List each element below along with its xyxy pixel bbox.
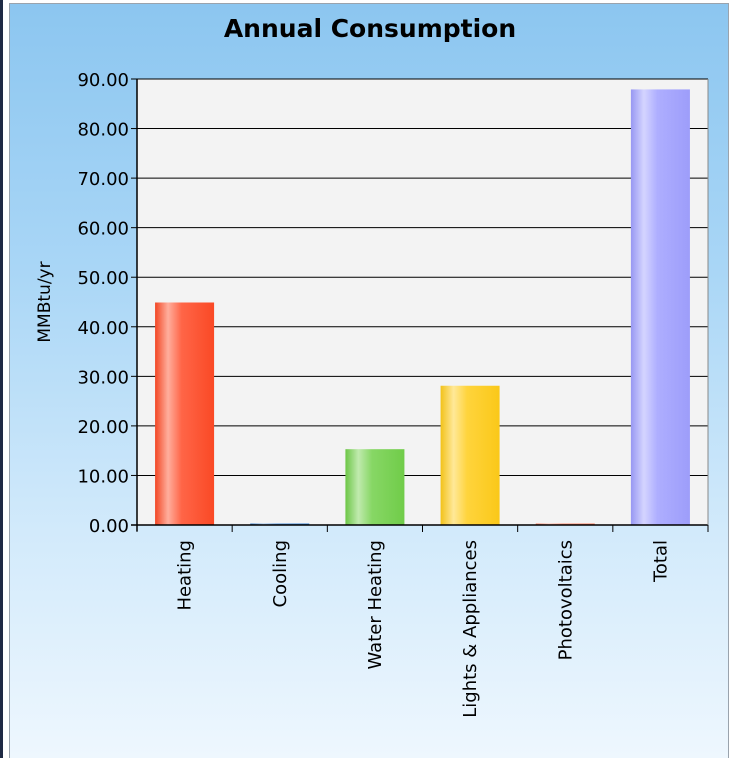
bar-total xyxy=(630,89,690,525)
y-tick-label: 40.00 xyxy=(77,318,129,339)
x-tick-labels: Heating Cooling Water Heating Lights & Appl… xyxy=(175,540,672,718)
y-tick-label: 50.00 xyxy=(77,268,129,289)
x-tick-label: Total xyxy=(650,540,671,583)
x-tick-label: Water Heating xyxy=(365,540,386,669)
y-tick-label: 80.00 xyxy=(77,120,129,141)
chart-panel: Annual Consumption 0.00 10.00 20.00 30.00 40… xyxy=(9,3,729,758)
bar-heating xyxy=(155,302,215,525)
window-edge xyxy=(0,0,3,758)
y-axis-label: MMBtu/yr xyxy=(35,261,55,342)
x-tick-label: Cooling xyxy=(270,540,291,607)
y-tick-label: 30.00 xyxy=(77,367,129,388)
bar-lights-appliances xyxy=(440,385,500,525)
bar-water-heating xyxy=(345,449,405,525)
bars xyxy=(155,89,690,525)
x-tick-label: Heating xyxy=(175,540,196,611)
y-tick-label: 10.00 xyxy=(77,466,129,487)
y-tick-label: 20.00 xyxy=(77,417,129,438)
y-tick-label: 60.00 xyxy=(77,219,129,240)
y-tick-label: 90.00 xyxy=(77,70,129,91)
chart-title: Annual Consumption xyxy=(223,14,517,43)
y-tick-label: 0.00 xyxy=(89,516,129,537)
y-tick-labels: 0.00 10.00 20.00 30.00 40.00 50.00 60.00 70.00 8… xyxy=(77,70,129,537)
x-tick-label: Photovoltaics xyxy=(555,540,576,660)
x-tick-label: Lights & Appliances xyxy=(460,540,481,718)
y-tick-label: 70.00 xyxy=(77,169,129,190)
plot-area xyxy=(137,79,708,525)
grid-lines xyxy=(131,78,708,526)
chart-svg: 0.00 10.00 20.00 30.00 40.00 50.00 60.00 70.00 8… xyxy=(35,70,709,718)
axes xyxy=(131,79,709,532)
